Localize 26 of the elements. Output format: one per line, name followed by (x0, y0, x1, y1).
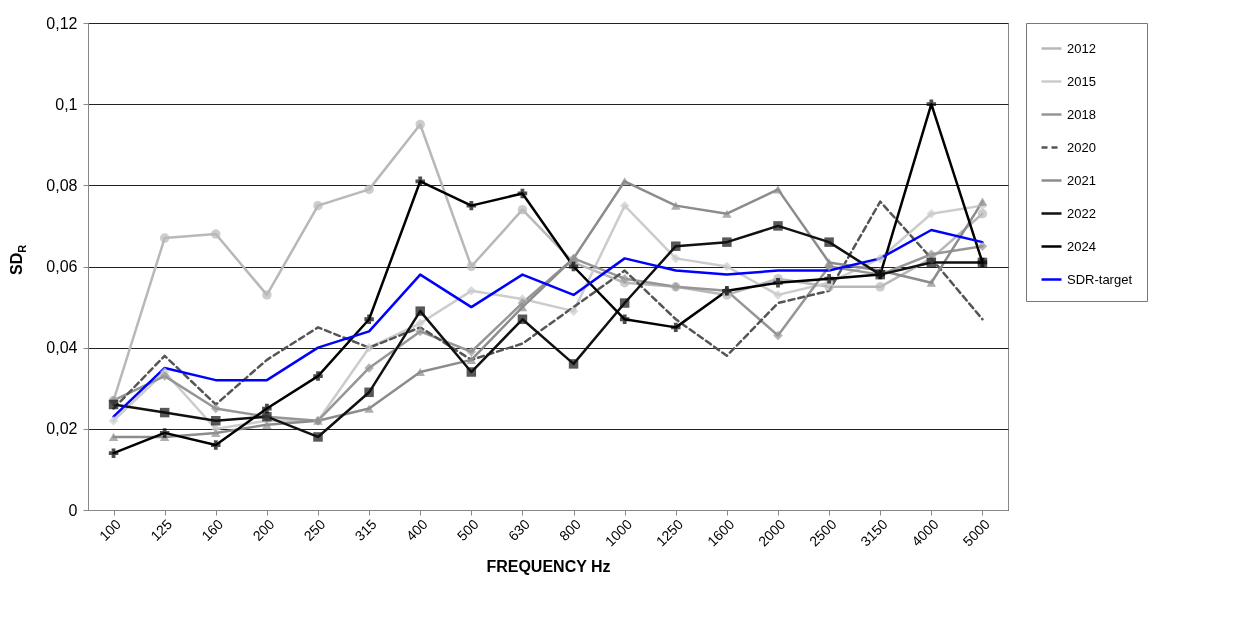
x-tick-label: 160 (198, 515, 227, 544)
y-tick-label: 0,02 (46, 420, 78, 438)
legend-label: 2024 (1067, 238, 1096, 254)
x-tick-label: 315 (351, 515, 380, 544)
x-tick-label: 400 (402, 515, 431, 544)
y-tick-label: 0,08 (46, 176, 78, 194)
x-tick-label: 100 (96, 515, 125, 544)
legend-label: 2012 (1067, 40, 1096, 56)
legend-label: SDR-target (1067, 271, 1133, 287)
y-tick-label: 0,1 (55, 95, 78, 113)
y-tick-label: 0,06 (46, 258, 78, 275)
y-tick-label: 0 (68, 501, 78, 519)
x-tick-label: 800 (556, 515, 585, 544)
legend-label: 2022 (1067, 205, 1096, 221)
x-tick-label: 630 (505, 515, 533, 544)
x-tick-label: 250 (300, 515, 329, 544)
y-tick-label: 0,04 (46, 339, 78, 357)
y-tick-label: 0,12 (46, 14, 78, 32)
legend-label: 2021 (1067, 172, 1096, 188)
x-tick-label: 200 (249, 515, 278, 544)
x-axis-title: FREQUENCY Hz (486, 558, 611, 576)
legend-label: 2015 (1067, 73, 1096, 89)
legend-label: 2020 (1067, 139, 1096, 155)
x-tick-label: 500 (453, 515, 482, 544)
x-tick-label: 125 (147, 515, 176, 544)
legend-label: 2018 (1067, 106, 1096, 122)
